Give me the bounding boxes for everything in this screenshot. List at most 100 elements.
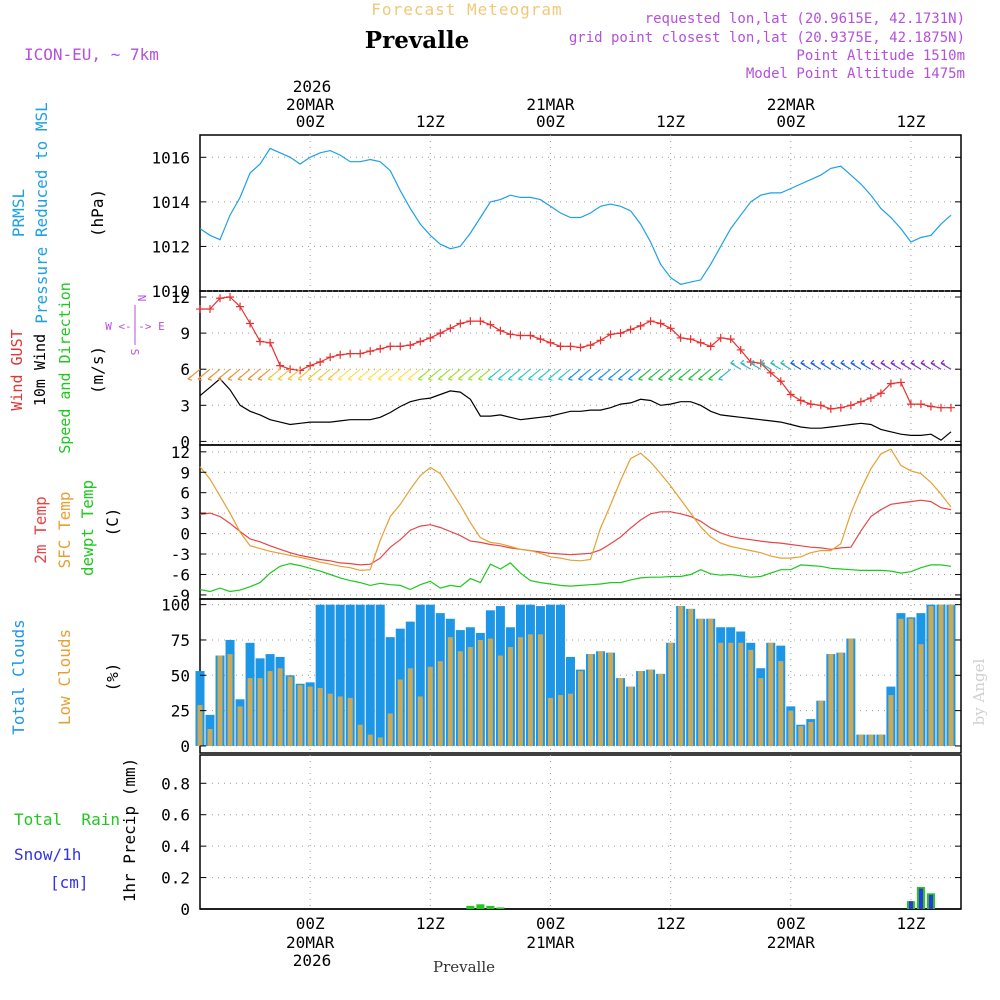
gust-marker (376, 344, 385, 353)
sfc-temp-line (199, 448, 952, 572)
gust-marker (786, 390, 795, 399)
wind-arrow-head (417, 375, 423, 381)
wind-arrow-head (780, 359, 785, 365)
low-cloud-bar (818, 700, 824, 746)
low-cloud-bar (447, 637, 453, 746)
wind-arrow-head (568, 375, 573, 381)
y-tick-label: -9 (171, 586, 190, 605)
low-cloud-bar (237, 706, 243, 746)
temp-unit-label: (C) (103, 508, 122, 537)
total-cloud-bar (375, 604, 385, 746)
wind-arrow-head (267, 375, 273, 381)
y-tick-label: 0 (180, 525, 190, 544)
gust-marker (946, 403, 955, 412)
wind-arrow-head (900, 359, 906, 365)
top-year-label: 2026 (293, 77, 332, 96)
rain-bar (466, 905, 475, 909)
wind-arrow-head (337, 375, 343, 381)
wind-arrow-head (608, 375, 613, 381)
wind-arrow-head (397, 375, 403, 381)
wind-arrow-head (940, 359, 946, 365)
low-cloud-bar (908, 618, 914, 746)
wind-arrow-head (730, 359, 735, 365)
gust-marker (656, 319, 665, 328)
grid-layer (200, 135, 961, 910)
gust-marker (356, 349, 365, 358)
low-cloud-bar (828, 654, 834, 746)
low-cloud-bar (918, 644, 924, 746)
pressure-panel-frame (199, 134, 962, 292)
gust-marker (906, 400, 915, 409)
y-tick-label: 3 (180, 396, 190, 415)
y-tick-label: 0.2 (161, 869, 190, 888)
wind-arrow-head (407, 375, 413, 381)
low-cloud-bar (708, 618, 714, 746)
gust-marker (446, 324, 455, 333)
snow-bar (918, 888, 923, 909)
gust-marker (436, 329, 445, 338)
low-cloud-bar (658, 673, 664, 746)
low-cloud-bar (317, 688, 323, 746)
low-cloud-bar (808, 721, 814, 746)
precip-panel-frame (199, 754, 962, 910)
y-tick-label: 9 (180, 463, 190, 482)
compass-n-label: N (135, 295, 148, 302)
bottom-tick-hour-label: 00Z (776, 914, 805, 933)
y-tick-label: 0 (180, 900, 190, 919)
y-tick-label: 3 (180, 504, 190, 523)
low-cloud-bar (788, 710, 794, 746)
low-cloud-bar (297, 685, 303, 746)
wind-arrow-head (287, 375, 293, 381)
low-cloud-bar (728, 642, 734, 746)
low-cloud-bar (618, 678, 624, 746)
wind-arrow-head (237, 375, 243, 381)
wind-arrow-head (830, 359, 835, 365)
low-cloud-bar (197, 704, 203, 746)
total-cloud-bar (315, 604, 325, 746)
gust-marker (196, 305, 204, 314)
low-cloud-bar (878, 734, 884, 746)
y-tick-label: 1010 (151, 282, 190, 301)
wind-arrow-head (760, 359, 765, 365)
compass-s-label: S (128, 349, 141, 356)
y-tick-label: 0 (180, 432, 190, 451)
gust-marker (416, 337, 425, 346)
gust-marker (776, 377, 785, 386)
wind-arrow-head (197, 375, 203, 381)
low-cloud-bar (738, 642, 744, 746)
model-point-altitude: Model Point Altitude 1475m (746, 66, 965, 82)
gust-marker (326, 353, 335, 362)
gust-marker (236, 302, 245, 311)
wind-arrow-head (708, 375, 713, 381)
y-tick-label: 0.6 (161, 806, 190, 825)
wind-arrow-head (688, 375, 693, 381)
gust-marker (396, 342, 405, 351)
low-cloud-bar (347, 697, 353, 746)
low-cloud-bar (367, 734, 373, 746)
low-cloud-bar (257, 678, 263, 746)
precip-axis-label: 1hr Precip (mm) (120, 758, 139, 903)
y-tick-label: 9 (180, 324, 190, 343)
gust-marker (836, 403, 845, 412)
wind-arrow-head (538, 375, 543, 381)
wind-arrow-head (578, 375, 583, 381)
top-tick-date-label: 21MAR (526, 95, 575, 114)
low-cloud-bar (547, 697, 553, 746)
gust-marker (746, 357, 755, 366)
wind-arrow-head (618, 375, 623, 381)
low-cloud-bar (387, 713, 393, 746)
y-tick-layer: 1010101210141016036912129630-3-6-9025507… (151, 148, 961, 919)
gust-marker (806, 400, 815, 409)
low-cloud-bar (217, 655, 223, 746)
gust-marker (726, 335, 735, 344)
wind-arrow-head (910, 359, 916, 365)
gust-marker (566, 342, 575, 351)
wind-arrow-head (257, 375, 263, 381)
low-cloud-bar (357, 724, 363, 746)
wind-arrow-head (307, 375, 313, 381)
low-cloud-bar (397, 679, 403, 746)
pressure-title-label: PRMSL (9, 189, 28, 237)
low-cloud-bar (798, 726, 804, 746)
